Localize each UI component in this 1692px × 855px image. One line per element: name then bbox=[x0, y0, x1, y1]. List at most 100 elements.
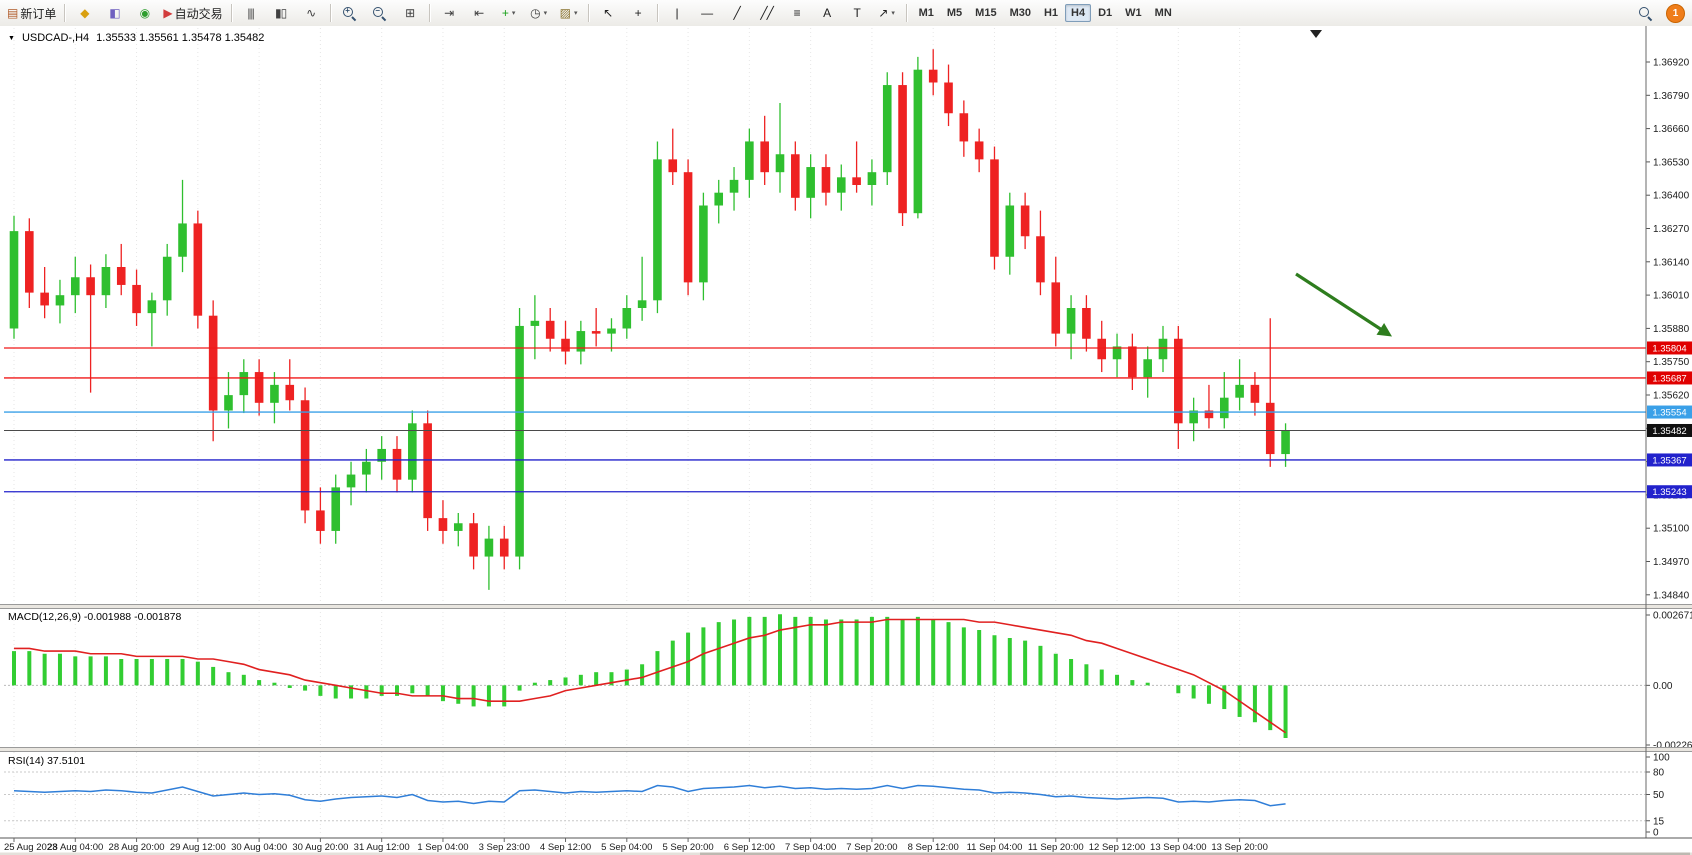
panel-splitter-macd[interactable] bbox=[0, 604, 1692, 609]
data-window-button[interactable]: ◉ bbox=[129, 1, 159, 25]
horizontal-scrollbar-thumb[interactable] bbox=[700, 852, 1690, 855]
candle-body bbox=[316, 510, 325, 531]
timeframe-mn[interactable]: MN bbox=[1154, 7, 1172, 19]
time-tick-label: 28 Aug 04:00 bbox=[47, 842, 103, 853]
time-tick-label: 4 Sep 12:00 bbox=[540, 842, 591, 853]
candle-body bbox=[254, 372, 264, 403]
rsi-line bbox=[13, 784, 1286, 807]
profiles-icon: ◧ bbox=[109, 6, 120, 20]
candle-body bbox=[55, 295, 65, 306]
autotrading-icon: ▶ bbox=[163, 6, 172, 20]
price-tag-1.35804: 1.35804 bbox=[1647, 341, 1692, 355]
macd-histogram bbox=[12, 614, 1288, 739]
price-tag-1.35482: 1.35482 bbox=[1647, 423, 1692, 437]
macd-signal-line bbox=[14, 618, 1287, 734]
indicators-button[interactable]: + ▾ bbox=[494, 1, 524, 25]
chart-shift-button[interactable]: ⇤ bbox=[464, 1, 494, 25]
horizontal-line-button[interactable]: — bbox=[692, 1, 722, 25]
new-chart-icon: ◆ bbox=[80, 6, 89, 20]
trendline-button[interactable]: ╱ bbox=[722, 1, 752, 25]
timeframe-m30[interactable]: M30 bbox=[1009, 7, 1031, 19]
candle-body bbox=[944, 82, 953, 114]
candle-body bbox=[1020, 205, 1030, 237]
candle-body bbox=[760, 141, 769, 173]
periods-button[interactable]: ◷ ▾ bbox=[524, 1, 554, 25]
notification-badge[interactable]: 1 bbox=[1666, 3, 1685, 23]
price-tick-label: 1.36400 bbox=[1653, 191, 1690, 202]
timeframe-m1[interactable]: M1 bbox=[918, 7, 934, 19]
arrows-button[interactable]: ↗ ▾ bbox=[872, 1, 902, 25]
timeframe-h4[interactable]: H4 bbox=[1065, 4, 1092, 22]
chart-canvas[interactable]: 1.36920 1.36790 1.36660 1.36530 1.36400 1.362… bbox=[0, 26, 1692, 855]
zoom-out-button[interactable]: − bbox=[365, 1, 395, 25]
candle-body bbox=[1143, 359, 1152, 378]
timeframe-d1[interactable]: D1 bbox=[1098, 7, 1113, 19]
candle-body bbox=[208, 315, 218, 411]
ohlc-bars-button[interactable]: ||| bbox=[236, 1, 266, 25]
candle-body bbox=[408, 423, 417, 480]
cursor-icon: ↖ bbox=[603, 6, 613, 20]
channel-button[interactable]: ╱╱ bbox=[752, 1, 782, 25]
symbol-dropdown-icon[interactable]: ▼ bbox=[8, 34, 15, 42]
zoom-out-icon: − bbox=[372, 6, 387, 21]
timeframe-m15[interactable]: M15 bbox=[975, 7, 997, 19]
candle-body bbox=[515, 325, 524, 557]
candle-body bbox=[1158, 338, 1168, 360]
time-tick-label: 29 Aug 12:00 bbox=[170, 842, 226, 853]
search-button[interactable] bbox=[1630, 1, 1660, 25]
time-tick-label: 11 Sep 20:00 bbox=[1028, 842, 1084, 853]
line-chart-icon: ∿ bbox=[306, 6, 316, 20]
arrow-head-icon bbox=[1376, 323, 1392, 337]
new-chart-button[interactable]: ◆ bbox=[69, 1, 99, 25]
candle-body bbox=[1128, 346, 1137, 378]
label-button[interactable]: T bbox=[842, 1, 872, 25]
profiles-button[interactable]: ◧ bbox=[99, 1, 129, 25]
candle-body bbox=[70, 277, 80, 296]
dropdown-arrow-icon: ▾ bbox=[891, 10, 895, 17]
autotrading-button[interactable]: ▶ 自动交易 bbox=[159, 1, 226, 25]
zoom-in-button[interactable]: + bbox=[335, 1, 365, 25]
vertical-line-icon: | bbox=[675, 6, 679, 20]
cursor-button[interactable]: ↖ bbox=[593, 1, 623, 25]
timeframe-m5[interactable]: M5 bbox=[946, 7, 963, 19]
price-tick-label: 1.36920 bbox=[1653, 58, 1690, 69]
toolbar-right: 1 bbox=[1630, 1, 1689, 25]
candle-body bbox=[1265, 402, 1275, 455]
time-tick-label: 1 Sep 04:00 bbox=[417, 842, 468, 853]
candle-body bbox=[392, 448, 402, 480]
text-button[interactable]: A bbox=[812, 1, 842, 25]
price-tick-label: 1.35750 bbox=[1653, 357, 1690, 368]
time-tick-label: 8 Sep 12:00 bbox=[908, 842, 959, 853]
new-order-button[interactable]: ▤ 新订单 bbox=[3, 1, 60, 25]
dropdown-arrow-icon: ▾ bbox=[543, 10, 548, 17]
fibonacci-button[interactable]: ≡ bbox=[782, 1, 812, 25]
candlestick-chart-button[interactable]: ▮▯ bbox=[266, 1, 296, 25]
timeframe-w1[interactable]: W1 bbox=[1125, 7, 1142, 19]
panel-splitter-rsi[interactable] bbox=[0, 747, 1692, 752]
autotrading-button-label: 自动交易 bbox=[174, 6, 223, 21]
arrow-annotation[interactable] bbox=[1295, 272, 1392, 337]
vertical-line-button[interactable]: | bbox=[662, 1, 692, 25]
svg-text:1.35243: 1.35243 bbox=[1652, 487, 1686, 498]
svg-text:1.35554: 1.35554 bbox=[1652, 408, 1686, 419]
tile-windows-button[interactable]: ⊞ bbox=[395, 1, 425, 25]
templates-button[interactable]: ▨ ▾ bbox=[554, 1, 584, 25]
candle-body bbox=[1219, 397, 1229, 419]
svg-text:1.35367: 1.35367 bbox=[1652, 455, 1686, 466]
auto-scroll-icon: ⇥ bbox=[444, 6, 454, 20]
line-chart-button[interactable]: ∿ bbox=[296, 1, 326, 25]
crosshair-button[interactable]: + bbox=[623, 1, 653, 25]
symbol-period-label: USDCAD-,H4 bbox=[21, 32, 90, 44]
candle-body bbox=[591, 331, 601, 334]
chart-shift-marker[interactable] bbox=[1310, 30, 1322, 38]
price-tick-label: 1.34840 bbox=[1653, 590, 1690, 601]
timeframe-h1[interactable]: H1 bbox=[1043, 7, 1059, 19]
auto-scroll-button[interactable]: ⇥ bbox=[434, 1, 464, 25]
ohlc-values: 1.35533 1.35561 1.35478 1.35482 bbox=[96, 32, 265, 44]
zoom-in-icon: + bbox=[342, 6, 357, 21]
rsi-axis-label: 80 bbox=[1653, 768, 1665, 779]
candle-body bbox=[653, 159, 662, 301]
price-tick-label: 1.36530 bbox=[1653, 157, 1690, 168]
candle-body bbox=[1036, 236, 1045, 283]
candle-body bbox=[1174, 338, 1183, 424]
